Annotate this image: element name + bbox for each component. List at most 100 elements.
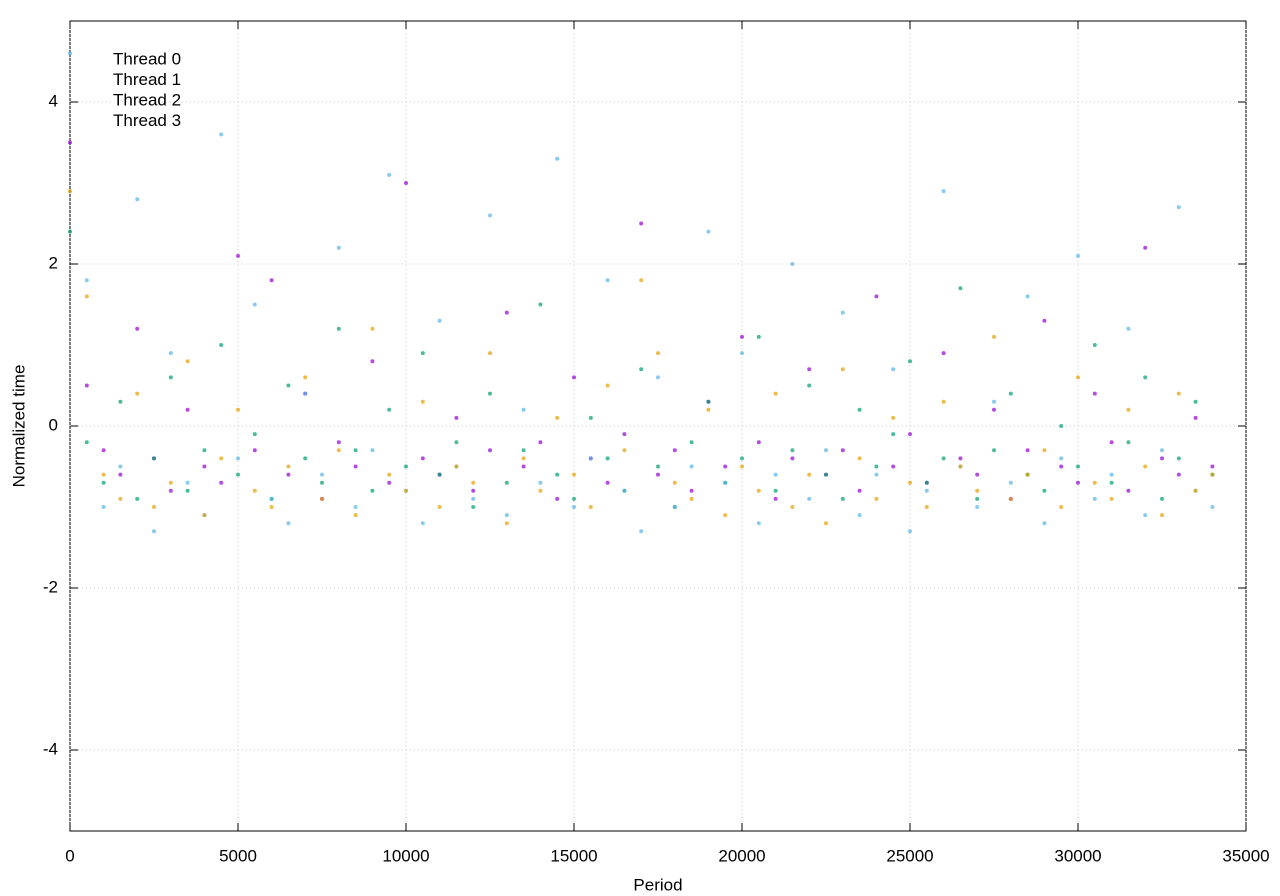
y-axis-label: Normalized time bbox=[9, 365, 28, 488]
point bbox=[992, 407, 996, 412]
point bbox=[84, 294, 89, 299]
point bbox=[471, 488, 476, 493]
point bbox=[756, 488, 761, 493]
point bbox=[1176, 205, 1181, 210]
point bbox=[84, 278, 89, 283]
point bbox=[286, 383, 291, 388]
point bbox=[488, 213, 492, 218]
point bbox=[773, 391, 778, 396]
point bbox=[1160, 456, 1164, 461]
point bbox=[135, 197, 140, 202]
point bbox=[941, 189, 946, 194]
point bbox=[336, 440, 341, 445]
x-tick-label: 15000 bbox=[550, 846, 597, 865]
point bbox=[706, 229, 711, 234]
point bbox=[588, 456, 593, 461]
point bbox=[740, 464, 744, 469]
point bbox=[656, 472, 660, 477]
point bbox=[1193, 488, 1198, 493]
point bbox=[471, 505, 476, 509]
point bbox=[1193, 399, 1198, 404]
legend-label: Thread 2 bbox=[113, 90, 181, 109]
x-tick-label: 25000 bbox=[886, 846, 933, 865]
point bbox=[101, 448, 106, 453]
point bbox=[269, 496, 274, 501]
point bbox=[672, 448, 677, 453]
point bbox=[706, 399, 711, 404]
point bbox=[437, 472, 442, 477]
point bbox=[1092, 480, 1097, 485]
point bbox=[824, 472, 828, 477]
point bbox=[958, 456, 963, 461]
point bbox=[538, 302, 543, 307]
point bbox=[219, 132, 224, 137]
point bbox=[420, 521, 425, 526]
point bbox=[605, 456, 610, 461]
point bbox=[303, 375, 308, 380]
point bbox=[992, 448, 996, 453]
point bbox=[689, 496, 694, 501]
point bbox=[168, 375, 173, 380]
point bbox=[152, 505, 156, 509]
point bbox=[252, 448, 257, 453]
point bbox=[588, 415, 593, 420]
point bbox=[807, 472, 812, 477]
point bbox=[572, 375, 576, 380]
point bbox=[941, 351, 946, 356]
point bbox=[488, 391, 492, 396]
point bbox=[756, 521, 761, 526]
point bbox=[353, 464, 358, 469]
point bbox=[320, 472, 324, 477]
point bbox=[168, 488, 173, 493]
point bbox=[1059, 424, 1064, 428]
point bbox=[1143, 513, 1148, 518]
point bbox=[605, 383, 610, 388]
point bbox=[236, 253, 240, 258]
point bbox=[1143, 245, 1148, 250]
point bbox=[992, 399, 996, 404]
point bbox=[1126, 326, 1131, 331]
point bbox=[572, 472, 576, 477]
point bbox=[656, 351, 660, 356]
point bbox=[807, 496, 812, 501]
point bbox=[303, 456, 308, 461]
point bbox=[824, 448, 828, 453]
point bbox=[353, 448, 358, 453]
point bbox=[185, 480, 190, 485]
point bbox=[1042, 488, 1047, 493]
point bbox=[740, 351, 744, 356]
point bbox=[202, 448, 207, 453]
point bbox=[101, 505, 106, 509]
point bbox=[891, 464, 896, 469]
point bbox=[336, 448, 341, 453]
point bbox=[152, 529, 156, 534]
point bbox=[1008, 391, 1013, 396]
point bbox=[1042, 521, 1047, 526]
point bbox=[387, 407, 392, 412]
point bbox=[1092, 496, 1097, 501]
point bbox=[740, 456, 744, 461]
point bbox=[521, 448, 526, 453]
point bbox=[1025, 294, 1030, 299]
point bbox=[488, 351, 492, 356]
point bbox=[320, 480, 324, 485]
point bbox=[454, 415, 459, 420]
point bbox=[101, 480, 106, 485]
point bbox=[252, 488, 257, 493]
point bbox=[1092, 343, 1097, 347]
point bbox=[790, 262, 795, 266]
point bbox=[521, 456, 526, 461]
point bbox=[471, 496, 476, 501]
point bbox=[269, 278, 274, 283]
point bbox=[924, 488, 929, 493]
point bbox=[504, 513, 509, 518]
point bbox=[68, 189, 72, 194]
point bbox=[689, 464, 694, 469]
point bbox=[874, 472, 879, 477]
point bbox=[1160, 513, 1164, 518]
point bbox=[908, 480, 912, 485]
point bbox=[924, 505, 929, 509]
point bbox=[504, 521, 509, 526]
point bbox=[1210, 505, 1215, 509]
